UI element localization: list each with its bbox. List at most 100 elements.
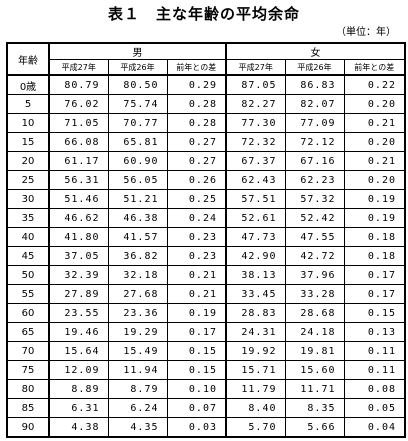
female-diff-cell: 0.04: [343, 417, 406, 438]
female-h27-header: 平成27年: [225, 59, 286, 76]
female-diff-cell: 0.20: [343, 94, 406, 114]
age-cell: 45: [6, 246, 50, 266]
female-h26-cell: 47.55: [284, 227, 345, 247]
male-h26-cell: 70.77: [107, 113, 168, 133]
female-h26-cell: 5.66: [284, 417, 345, 438]
male-h26-cell: 65.81: [107, 132, 168, 152]
male-h27-cell: 41.80: [48, 227, 109, 247]
table-row: 30 51.46 51.21 0.25 57.51 57.32 0.19: [6, 189, 406, 209]
female-diff-cell: 0.20: [343, 132, 406, 152]
male-h26-cell: 60.90: [107, 151, 168, 171]
table-row: 10 71.05 70.77 0.28 77.30 77.09 0.21: [6, 113, 406, 133]
age-cell: 50: [6, 265, 50, 285]
male-h26-cell: 27.68: [107, 284, 168, 304]
female-diff-cell: 0.11: [343, 360, 406, 380]
table-row: 85 6.31 6.24 0.07 8.40 8.35 0.05: [6, 398, 406, 418]
female-h26-cell: 52.42: [284, 208, 345, 228]
female-h27-cell: 62.43: [225, 170, 286, 190]
male-h27-cell: 66.08: [48, 132, 109, 152]
male-diff-cell: 0.15: [166, 360, 227, 380]
female-h27-cell: 19.92: [225, 341, 286, 361]
male-h26-cell: 46.38: [107, 208, 168, 228]
life-expectancy-table: 年齢 男 女 平成27年 平成26年 前年との差 平成27年 平成26年 前年と…: [6, 42, 406, 438]
table-row: 5 76.02 75.74 0.28 82.27 82.07 0.20: [6, 94, 406, 114]
age-cell: 60: [6, 303, 50, 323]
female-h26-cell: 11.71: [284, 379, 345, 399]
male-h26-cell: 8.79: [107, 379, 168, 399]
male-h27-cell: 56.31: [48, 170, 109, 190]
female-h27-cell: 67.37: [225, 151, 286, 171]
table-row: 55 27.89 27.68 0.21 33.45 33.28 0.17: [6, 284, 406, 304]
female-h27-cell: 82.27: [225, 94, 286, 114]
male-diff-cell: 0.15: [166, 341, 227, 361]
male-h27-cell: 15.64: [48, 341, 109, 361]
female-diff-cell: 0.05: [343, 398, 406, 418]
female-h26-cell: 19.81: [284, 341, 345, 361]
male-h27-header: 平成27年: [48, 59, 109, 76]
male-h26-cell: 41.57: [107, 227, 168, 247]
female-diff-cell: 0.22: [343, 74, 406, 95]
female-h26-cell: 82.07: [284, 94, 345, 114]
female-header: 女: [225, 42, 406, 60]
female-h26-cell: 15.60: [284, 360, 345, 380]
male-h26-cell: 75.74: [107, 94, 168, 114]
male-h27-cell: 46.62: [48, 208, 109, 228]
table-row: 15 66.08 65.81 0.27 72.32 72.12 0.20: [6, 132, 406, 152]
female-h27-cell: 38.13: [225, 265, 286, 285]
male-diff-cell: 0.10: [166, 379, 227, 399]
table-row: 90 4.38 4.35 0.03 5.70 5.66 0.04: [6, 417, 406, 438]
female-h26-cell: 33.28: [284, 284, 345, 304]
male-h26-cell: 4.35: [107, 417, 168, 438]
table-row: 0歳 80.79 80.50 0.29 87.05 86.83 0.22: [6, 74, 406, 95]
female-h27-cell: 33.45: [225, 284, 286, 304]
female-diff-cell: 0.17: [343, 265, 406, 285]
female-diff-header: 前年との差: [343, 59, 406, 76]
male-diff-cell: 0.27: [166, 151, 227, 171]
male-h26-cell: 15.49: [107, 341, 168, 361]
male-h27-cell: 37.05: [48, 246, 109, 266]
age-cell: 65: [6, 322, 50, 342]
female-h26-cell: 67.16: [284, 151, 345, 171]
female-h26-cell: 24.18: [284, 322, 345, 342]
female-h27-cell: 47.73: [225, 227, 286, 247]
male-diff-cell: 0.21: [166, 284, 227, 304]
female-h27-cell: 57.51: [225, 189, 286, 209]
male-diff-cell: 0.25: [166, 189, 227, 209]
female-h27-cell: 8.40: [225, 398, 286, 418]
age-cell: 10: [6, 113, 50, 133]
table-row: 45 37.05 36.82 0.23 42.90 42.72 0.18: [6, 246, 406, 266]
female-h26-cell: 77.09: [284, 113, 345, 133]
male-h26-cell: 56.05: [107, 170, 168, 190]
female-diff-cell: 0.11: [343, 341, 406, 361]
male-h27-cell: 71.05: [48, 113, 109, 133]
female-h26-cell: 28.68: [284, 303, 345, 323]
male-diff-cell: 0.19: [166, 303, 227, 323]
male-h27-cell: 51.46: [48, 189, 109, 209]
age-cell: 55: [6, 284, 50, 304]
female-diff-cell: 0.17: [343, 284, 406, 304]
female-diff-cell: 0.19: [343, 189, 406, 209]
female-h26-cell: 72.12: [284, 132, 345, 152]
table-row: 25 56.31 56.05 0.26 62.43 62.23 0.20: [6, 170, 406, 190]
male-h26-header: 平成26年: [107, 59, 168, 76]
table-row: 60 23.55 23.36 0.19 28.83 28.68 0.15: [6, 303, 406, 323]
female-h26-cell: 8.35: [284, 398, 345, 418]
male-h26-cell: 6.24: [107, 398, 168, 418]
age-cell: 80: [6, 379, 50, 399]
table-row: 70 15.64 15.49 0.15 19.92 19.81 0.11: [6, 341, 406, 361]
male-h27-cell: 61.17: [48, 151, 109, 171]
male-h27-cell: 8.89: [48, 379, 109, 399]
age-cell: 30: [6, 189, 50, 209]
male-h27-cell: 23.55: [48, 303, 109, 323]
male-diff-cell: 0.07: [166, 398, 227, 418]
table-row: 20 61.17 60.90 0.27 67.37 67.16 0.21: [6, 151, 406, 171]
male-diff-cell: 0.29: [166, 74, 227, 95]
female-h27-cell: 5.70: [225, 417, 286, 438]
male-h27-cell: 12.09: [48, 360, 109, 380]
female-diff-cell: 0.15: [343, 303, 406, 323]
age-cell: 0歳: [6, 74, 50, 95]
table-row: 80 8.89 8.79 0.10 11.79 11.71 0.08: [6, 379, 406, 399]
female-diff-cell: 0.20: [343, 170, 406, 190]
male-h27-cell: 27.89: [48, 284, 109, 304]
male-h26-cell: 36.82: [107, 246, 168, 266]
